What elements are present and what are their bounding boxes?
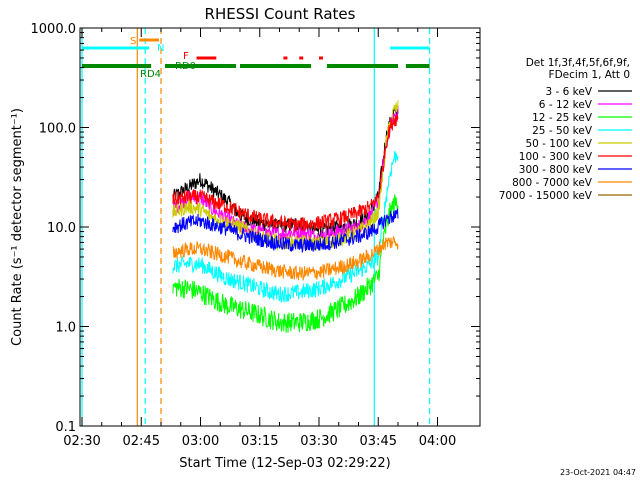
y-tick-label-0: 0.1: [55, 420, 76, 435]
x-tick-label-4: 03:30: [300, 434, 337, 449]
legend-label-6: 300 - 800 keV: [519, 164, 593, 176]
legend-label-0: 3 - 6 keV: [545, 86, 592, 98]
annotation-rd4: RD4: [140, 69, 161, 80]
y-axis-label: Count Rate (s⁻¹ detector segment⁻¹): [10, 108, 25, 346]
y-tick-label-3: 100.0: [39, 122, 76, 137]
annotation-rd0: RD0: [175, 61, 196, 72]
legend-label-2: 12 - 25 keV: [532, 112, 593, 124]
axes: 0.1 1.0 10.0 100.0 1000.0 02:30 02:45 03:00 03:1…: [31, 22, 480, 449]
x-tick-label-6: 04:00: [419, 434, 456, 449]
y-tick-label-4: 1000.0: [31, 22, 77, 37]
chart-title: RHESSI Count Rates: [205, 5, 356, 23]
y-tick-label-1: 1.0: [55, 321, 76, 336]
x-tick-label-5: 03:45: [360, 434, 397, 449]
series-line-0: [172, 105, 399, 239]
annotation-n: N: [157, 43, 164, 54]
legend-label-5: 100 - 300 keV: [519, 151, 593, 163]
annotation-f: F: [183, 51, 189, 62]
annotation-s: S: [130, 36, 136, 47]
legend-label-1: 6 - 12 keV: [539, 99, 593, 111]
plot-area: S N F RD4 RD0: [81, 28, 431, 426]
y-tick-label-2: 10.0: [47, 221, 76, 236]
series-line-7: [172, 235, 399, 281]
x-tick-label-3: 03:15: [241, 434, 278, 449]
series-line-2: [172, 194, 399, 333]
legend-header-0: Det 1f,3f,4f,5f,6f,9f,: [526, 57, 630, 69]
series-line-5: [172, 114, 399, 232]
legend-label-3: 25 - 50 keV: [532, 125, 593, 137]
legend-label-8: 7000 - 15000 keV: [499, 190, 593, 202]
series-line-6: [172, 208, 399, 253]
legend-label-4: 50 - 100 keV: [525, 138, 592, 150]
x-tick-label-1: 02:45: [123, 434, 160, 449]
legend-header-1: FDecim 1, Att 0: [549, 69, 630, 81]
x-tick-label-0: 02:30: [63, 434, 100, 449]
x-axis-label: Start Time (12-Sep-03 02:29:22): [179, 456, 390, 471]
footer-timestamp: 23-Oct-2021 04:47: [560, 468, 636, 477]
legend-label-7: 800 - 7000 keV: [512, 177, 593, 189]
series-line-3: [172, 150, 399, 303]
x-tick-label-2: 03:00: [182, 434, 219, 449]
legend: Det 1f,3f,4f,5f,6f,9f,FDecim 1, Att 0 3 -…: [499, 57, 632, 202]
